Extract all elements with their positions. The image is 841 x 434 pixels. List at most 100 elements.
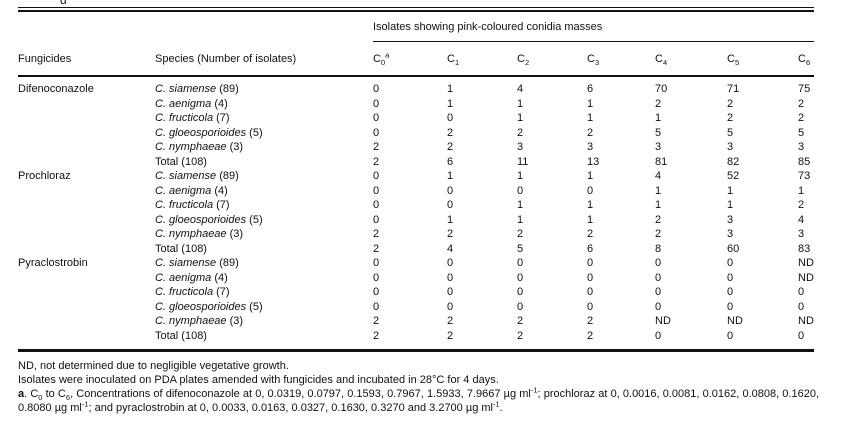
table-row: C. nymphaeae (3) 2 2 2 2 ND ND ND	[18, 314, 814, 329]
value-cell: 1	[517, 213, 524, 226]
value-cell: 6	[447, 155, 454, 168]
value-cell: 4	[447, 242, 454, 255]
species-cell: C. fructicola (7)	[155, 112, 230, 124]
value-cell: 4	[655, 170, 662, 182]
fungicide-cell	[18, 227, 155, 242]
species-cell: Total (108)	[155, 155, 207, 168]
table-row: C. fructicola (7) 0 0 1 1 1 2 2	[18, 111, 814, 126]
fungicide-cell: Prochloraz	[18, 170, 71, 182]
fungicide-cell	[18, 97, 155, 112]
value-cell: ND	[655, 315, 671, 327]
value-cell: 2	[517, 126, 524, 139]
value-cell: 1	[587, 213, 594, 226]
value-cell: ND	[727, 315, 743, 327]
col-header-c2: C2	[517, 41, 587, 77]
value-cell: 0	[373, 83, 380, 95]
value-cell: 1	[727, 184, 734, 197]
value-cell: 0	[727, 271, 734, 284]
species-cell: C. siamense (89)	[155, 257, 239, 269]
value-cell: 0	[587, 184, 594, 197]
caption-fragment-glyph: g	[60, 0, 67, 4]
table-row: C. aenigma (4) 0 1 1 1 2 2 2	[18, 97, 814, 112]
footnote-nd: ND, not determined due to negligible veg…	[18, 360, 289, 372]
fungicide-cell	[18, 300, 155, 315]
value-cell: 3	[798, 141, 805, 153]
value-cell: 0	[373, 286, 380, 298]
table-row: C. gloeosporioides (5) 0 1 1 1 2 3 4	[18, 213, 814, 228]
value-cell: 0	[373, 213, 380, 226]
fungicide-cell	[18, 328, 155, 352]
table-row: Pyraclostrobin C. siamense (89) 0 0 0 0 0 0 ND	[18, 256, 814, 271]
value-cell: 2	[517, 315, 524, 327]
value-cell: 2	[447, 228, 454, 240]
fungicide-cell: Difenoconazole	[18, 83, 94, 95]
value-cell: 0	[655, 271, 662, 284]
table-top-rule	[18, 7, 814, 12]
value-cell: 82	[727, 155, 740, 168]
species-cell: Total (108)	[155, 328, 373, 352]
value-cell: 2	[373, 141, 380, 153]
value-cell: 5	[727, 126, 734, 139]
footnotes: ND, not determined due to negligible veg…	[18, 359, 819, 415]
value-cell: 0	[727, 257, 734, 269]
fungicide-cell	[18, 242, 155, 257]
value-cell: 2	[727, 112, 734, 124]
value-cell: 6	[587, 242, 594, 255]
value-cell: 0	[655, 328, 727, 352]
value-cell: 2	[373, 228, 380, 240]
col-header-c4: C4	[655, 41, 727, 77]
cropped-caption-fragment: g	[60, 0, 78, 4]
table-row: C. gloeosporioides (5) 0 2 2 2 5 5 5	[18, 126, 814, 141]
value-cell: 1	[447, 83, 454, 95]
species-cell: C. nymphaeae (3)	[155, 315, 244, 327]
value-cell: 2	[655, 213, 662, 226]
fungicide-cell	[18, 314, 155, 329]
value-cell: 1	[517, 199, 524, 211]
value-cell: 2	[798, 199, 805, 211]
value-cell: 0	[798, 286, 805, 298]
fungicide-cell	[18, 285, 155, 300]
footnote-concentrations: a. C0 to C6, Concentrations of difenocon…	[18, 385, 820, 414]
value-cell: 2	[587, 315, 594, 327]
spanner-row: Fungicides Species (Number of isolates) …	[18, 12, 814, 77]
value-cell: 2	[373, 315, 380, 327]
value-cell: 3	[655, 141, 662, 153]
species-cell: C. gloeosporioides (5)	[155, 213, 263, 226]
value-cell: ND	[798, 315, 814, 327]
col-header-fungicides: Fungicides	[18, 12, 155, 77]
value-cell: 2	[517, 328, 587, 352]
value-cell: 2	[798, 97, 805, 110]
value-cell: 2	[447, 126, 454, 139]
value-cell: 2	[655, 228, 662, 240]
value-cell: 5	[798, 126, 805, 139]
value-cell: 2	[587, 228, 594, 240]
species-cell: C. aenigma (4)	[155, 184, 228, 197]
species-cell: C. aenigma (4)	[155, 271, 228, 284]
table-row: Prochloraz C. siamense (89) 0 1 1 1 4 52 73	[18, 169, 814, 184]
value-cell: 5	[655, 126, 662, 139]
value-cell: 0	[517, 257, 524, 269]
value-cell: 70	[655, 83, 668, 95]
value-cell: 0	[447, 286, 454, 298]
value-cell: 0	[798, 328, 814, 352]
table-row: Difenoconazole C. siamense (89) 0 1 4 6 70 71 75	[18, 76, 814, 97]
species-cell: Total (108)	[155, 242, 207, 255]
value-cell: 0	[587, 271, 594, 284]
value-cell: 2	[373, 155, 380, 168]
value-cell: 60	[727, 242, 740, 255]
value-cell: 0	[373, 97, 380, 110]
value-cell: 3	[798, 228, 805, 240]
value-cell: 0	[447, 257, 454, 269]
value-cell: 0	[727, 300, 734, 313]
fungicide-cell	[18, 271, 155, 286]
species-cell: C. fructicola (7)	[155, 199, 230, 211]
value-cell: 52	[727, 170, 740, 182]
footnote-method: Isolates were inoculated on PDA plates a…	[18, 374, 499, 386]
value-cell: 1	[587, 112, 594, 124]
table-row: Total (108) 2 4 5 6 8 60 83	[18, 242, 814, 257]
value-cell: 0	[373, 257, 380, 269]
value-cell: 3	[517, 141, 524, 153]
value-cell: 1	[798, 184, 805, 197]
value-cell: 0	[655, 300, 662, 313]
value-cell: 0	[727, 328, 798, 352]
